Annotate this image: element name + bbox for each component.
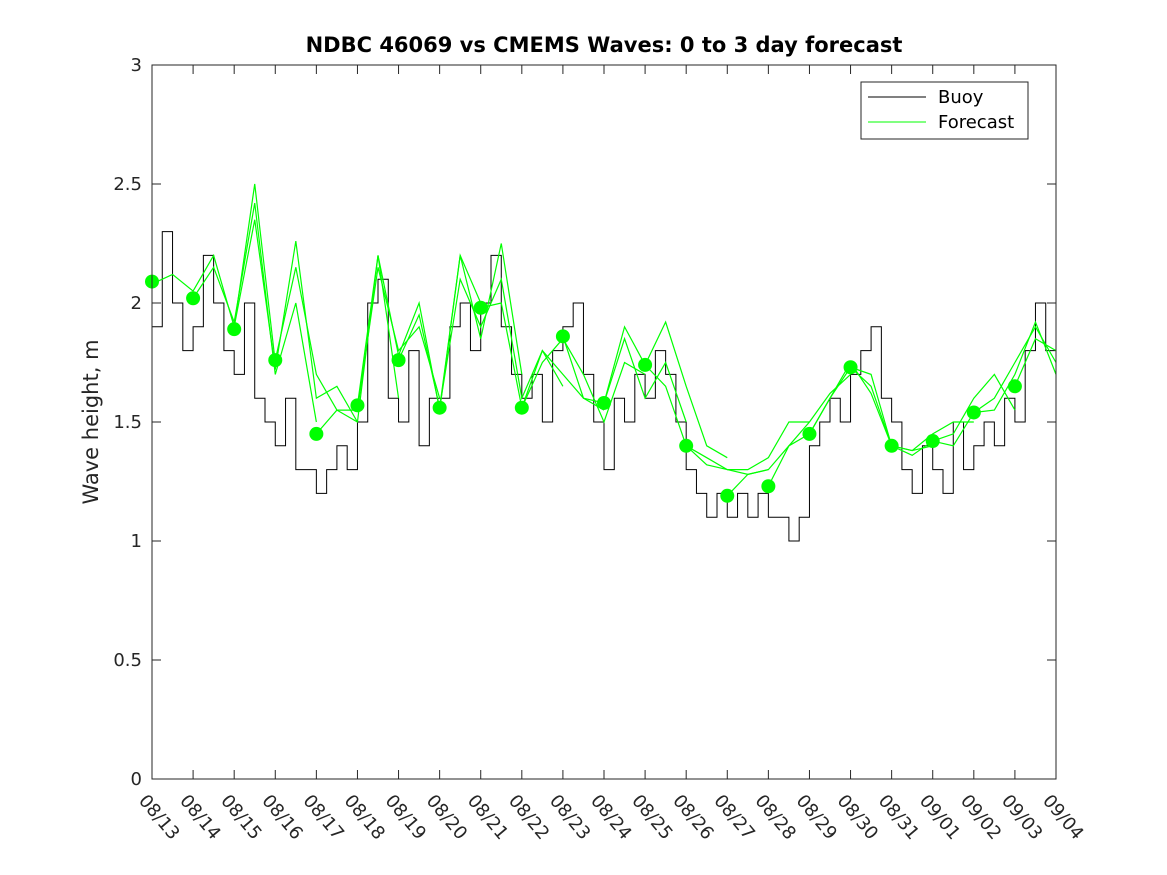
x-tick-label: 09/01 [915, 791, 964, 844]
forecast-series-line-2 [192, 202, 317, 423]
forecast-series-line-11 [562, 336, 687, 423]
x-tick-label: 08/13 [134, 791, 183, 844]
forecast-start-point [309, 426, 324, 441]
x-tick-label: 08/21 [463, 791, 512, 844]
y-tick-label: 2.5 [113, 174, 142, 195]
x-tick-label: 08/19 [381, 791, 430, 844]
forecast-start-point [597, 395, 611, 410]
x-tick-label: 08/27 [709, 791, 758, 844]
forecast-start-point [720, 488, 735, 503]
forecast-series-line-21 [973, 320, 1057, 414]
forecast-start-point [514, 400, 529, 415]
y-tick-label: 0.5 [113, 650, 142, 671]
forecast-start-point [925, 434, 940, 449]
x-tick-label: 08/26 [668, 791, 717, 844]
legend-box [860, 81, 1029, 140]
forecast-start-point [679, 438, 694, 453]
y-axis-label: Wave height, m [79, 339, 103, 504]
y-tick-label: 3 [131, 55, 142, 76]
x-tick-label: 08/24 [586, 791, 635, 844]
y-tick-label: 2 [131, 293, 142, 314]
forecast-series-line-12 [603, 320, 728, 459]
y-tick-label: 0 [131, 769, 142, 790]
forecast-series-line-22 [1014, 337, 1057, 387]
forecast-series-line-3 [233, 219, 358, 423]
forecast-start-point [227, 322, 242, 337]
x-tick-label: 08/29 [792, 791, 841, 844]
x-tick-label: 08/14 [175, 791, 224, 844]
x-tick-label: 08/25 [627, 791, 676, 844]
y-tick-label: 1 [131, 531, 142, 552]
forecast-start-point [268, 353, 283, 368]
x-tick-label: 09/02 [956, 791, 1005, 844]
forecast-start-point [350, 398, 365, 413]
forecast-series-line-1 [151, 183, 276, 363]
forecast-start-point [473, 300, 488, 315]
legend-forecast-label: Forecast [938, 112, 1014, 133]
x-tick-label: 08/30 [833, 791, 882, 844]
x-tick-label: 08/20 [422, 791, 471, 844]
chart-title: NDBC 46069 vs CMEMS Waves: 0 to 3 day fo… [306, 33, 903, 57]
x-tick-label: 09/03 [997, 791, 1046, 844]
x-tick-label: 08/16 [257, 791, 306, 844]
forecast-start-point [802, 426, 817, 441]
forecast-start-point [1007, 379, 1022, 394]
forecast-series-line-19 [891, 373, 1016, 457]
forecast-series-line-7 [397, 243, 523, 408]
forecast-series-line-5 [315, 267, 441, 435]
forecast-start-point [761, 479, 776, 494]
forecast-start-point [884, 438, 899, 453]
forecast-start-markers [145, 274, 1022, 503]
x-tick-label: 08/17 [299, 791, 348, 844]
y-axis: 0 0.5 1 1.5 2 2.5 3 [113, 55, 1056, 790]
series-layer [151, 183, 1057, 542]
y-tick-label: 1.5 [113, 412, 142, 433]
forecast-start-point [391, 353, 406, 368]
forecast-start-point [432, 400, 447, 415]
buoy-series-line [152, 231, 1057, 542]
x-tick-label: 09/04 [1038, 791, 1087, 844]
forecast-series-line-18 [850, 366, 974, 452]
x-tick-label: 08/23 [545, 791, 594, 844]
x-tick-label: 08/18 [340, 791, 389, 844]
forecast-series-line-14 [685, 421, 810, 471]
legend: Buoy Forecast [860, 81, 1029, 140]
forecast-start-point [638, 357, 653, 372]
forecast-start-point [966, 405, 981, 420]
forecast-start-point [186, 291, 201, 306]
x-tick-label: 08/15 [216, 791, 265, 844]
x-tick-label: 08/31 [874, 791, 923, 844]
x-tick-label: 08/22 [504, 791, 553, 844]
forecast-start-point [555, 329, 570, 344]
forecast-series-line-10 [521, 337, 646, 424]
forecast-start-point [843, 360, 858, 375]
x-tick-label: 08/28 [751, 791, 800, 844]
legend-buoy-label: Buoy [938, 87, 984, 108]
forecast-series-line-20 [932, 325, 1057, 447]
